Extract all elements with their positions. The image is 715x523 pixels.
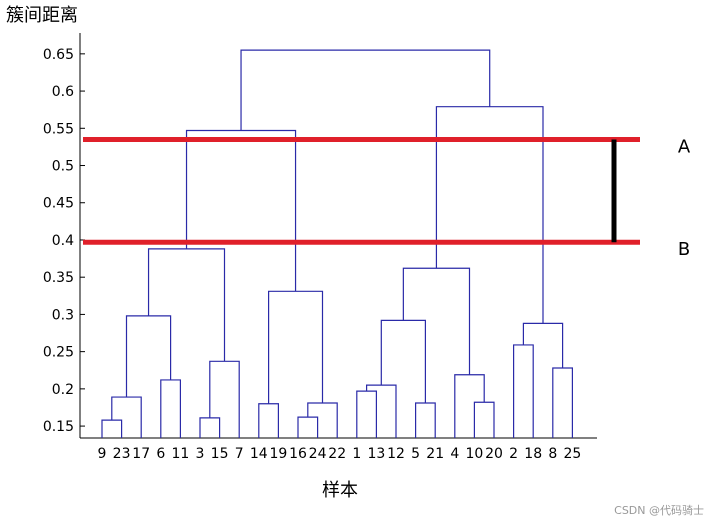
x-axis-label: 样本 [322, 480, 358, 501]
x-tick-label: 12 [387, 446, 405, 462]
x-tick-label: 8 [548, 446, 557, 462]
x-tick-label: 4 [450, 446, 459, 462]
y-tick-label: 0.25 [43, 345, 74, 361]
dendrogram-link [513, 344, 534, 438]
dendrogram-link [522, 322, 564, 369]
x-tick-label: 24 [309, 446, 327, 462]
dendrogram-link [356, 390, 377, 438]
y-tick-label: 0.6 [52, 84, 74, 100]
dendrogram-link [101, 419, 123, 438]
threshold-label: A [678, 136, 691, 157]
dendrogram-link [240, 49, 491, 131]
dendrogram-link [160, 379, 181, 438]
y-tick-label: 0.35 [43, 270, 74, 286]
x-tick-label: 20 [485, 446, 503, 462]
y-tick-label: 0.3 [52, 307, 74, 323]
x-tick-label: 6 [156, 446, 165, 462]
dendrogram-link [473, 401, 495, 438]
x-tick-label: 23 [113, 446, 131, 462]
dendrogram-link [185, 129, 297, 292]
x-tick-label: 25 [563, 446, 581, 462]
x-tick-label: 13 [367, 446, 385, 462]
x-tick-label: 7 [235, 446, 244, 462]
dendrogram-link [402, 267, 471, 375]
dendrogram-link [454, 374, 485, 438]
dendrogram-link [111, 396, 142, 438]
dendrogram-link [552, 367, 573, 438]
dendrogram-link [258, 403, 279, 438]
x-tick-label: 18 [524, 446, 542, 462]
x-tick-label: 21 [426, 446, 444, 462]
dendrogram-link [199, 417, 221, 438]
y-tick-label: 0.2 [52, 382, 74, 398]
x-tick-label: 17 [132, 446, 150, 462]
dendrogram-link [307, 402, 338, 438]
x-tick-label: 16 [289, 446, 307, 462]
dendrogram-link [147, 248, 226, 362]
dendrogram-link [380, 319, 426, 404]
x-tick-label: 3 [196, 446, 205, 462]
x-tick-label: 11 [171, 446, 189, 462]
watermark: CSDN @代码骑士 [614, 504, 704, 517]
x-tick-label: 19 [269, 446, 287, 462]
dendrogram-link [366, 384, 397, 438]
y-tick-label: 0.4 [52, 233, 74, 249]
y-tick-label: 0.65 [43, 47, 74, 63]
y-tick-label: 0.15 [43, 419, 74, 435]
dendrogram-link [268, 290, 324, 404]
dendrogram-link [415, 402, 436, 438]
x-tick-label: 9 [98, 446, 107, 462]
y-axis-label: 簇间距离 [6, 5, 78, 26]
x-tick-label: 22 [328, 446, 346, 462]
x-tick-label: 10 [465, 446, 483, 462]
x-tick-label: 5 [411, 446, 420, 462]
y-tick-label: 0.55 [43, 121, 74, 137]
dendrogram-link [125, 315, 172, 398]
y-tick-label: 0.45 [43, 196, 74, 212]
x-tick-label: 14 [250, 446, 268, 462]
dendrogram-link [209, 360, 240, 438]
y-tick-label: 0.5 [52, 159, 74, 175]
threshold-label: B [678, 239, 690, 260]
x-tick-label: 15 [211, 446, 229, 462]
x-tick-label: 1 [352, 446, 361, 462]
x-tick-label: 2 [509, 446, 518, 462]
dendrogram-link [297, 416, 319, 438]
